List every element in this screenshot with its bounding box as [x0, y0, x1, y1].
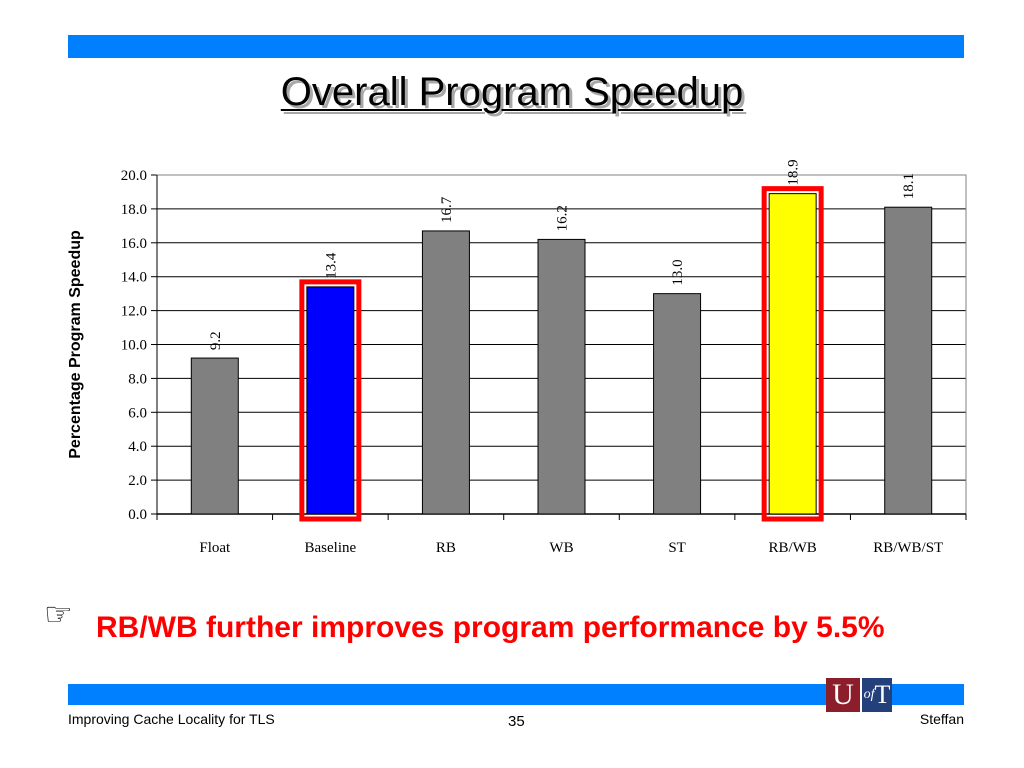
logo-letters-of: of: [863, 687, 875, 702]
x-tick-label: Baseline: [305, 540, 357, 556]
logo-letter-t: T: [874, 680, 891, 709]
y-tick-label: 16.0: [121, 236, 147, 252]
y-tick-label: 14.0: [121, 270, 147, 286]
x-tick-label: WB: [549, 540, 573, 556]
x-tick-label: RB/WB: [768, 540, 816, 556]
y-tick-label: 18.0: [121, 202, 147, 218]
y-tick-label: 6.0: [128, 405, 147, 421]
bar-baseline: [306, 286, 355, 515]
bar-wb: [537, 238, 586, 515]
data-label: 16.2: [555, 205, 571, 231]
data-label: 13.4: [323, 252, 339, 279]
y-tick-label: 20.0: [121, 168, 147, 184]
page-number: 35: [508, 713, 525, 730]
top-accent-bar: [68, 35, 964, 58]
data-label: 18.9: [786, 159, 802, 185]
university-logo: U ofT: [826, 678, 892, 712]
bar-float: [190, 357, 239, 515]
footer-author: Steffan: [919, 711, 964, 727]
y-tick-label: 4.0: [128, 439, 147, 455]
y-tick-label: 8.0: [128, 371, 147, 387]
logo-letter-u: U: [826, 678, 860, 712]
x-tick-label: Float: [199, 540, 231, 556]
y-tick-label: 0.0: [128, 507, 147, 523]
footer-title: Improving Cache Locality for TLS: [68, 711, 275, 727]
y-axis-label: Percentage Program Speedup: [67, 230, 84, 459]
bar-st: [653, 293, 702, 515]
y-tick-label: 12.0: [121, 304, 147, 320]
y-tick-label: 10.0: [121, 338, 147, 354]
data-label: 13.0: [670, 259, 686, 285]
highlight-box-rb-wb: [761, 186, 824, 522]
logo-letters-oft: ofT: [862, 678, 892, 712]
pointing-hand-icon: ☞: [44, 595, 73, 633]
data-label: 18.1: [901, 173, 917, 199]
bar-rb: [421, 230, 470, 515]
x-tick-label: RB/WB/ST: [873, 540, 943, 556]
data-label: 16.7: [439, 196, 455, 223]
x-tick-label: RB: [436, 540, 456, 556]
y-tick-label: 2.0: [128, 473, 147, 489]
data-label: 9.2: [208, 331, 224, 350]
x-tick-label: ST: [668, 540, 686, 556]
highlight-box-baseline: [299, 279, 362, 522]
slide-title: Overall Program Speedup: [280, 70, 744, 114]
bottom-accent-bar: [68, 684, 964, 705]
bar-rb-wb: [768, 193, 817, 515]
bullet-text: RB/WB further improves program performan…: [96, 611, 885, 644]
bar-rb-wb-st: [884, 206, 933, 515]
